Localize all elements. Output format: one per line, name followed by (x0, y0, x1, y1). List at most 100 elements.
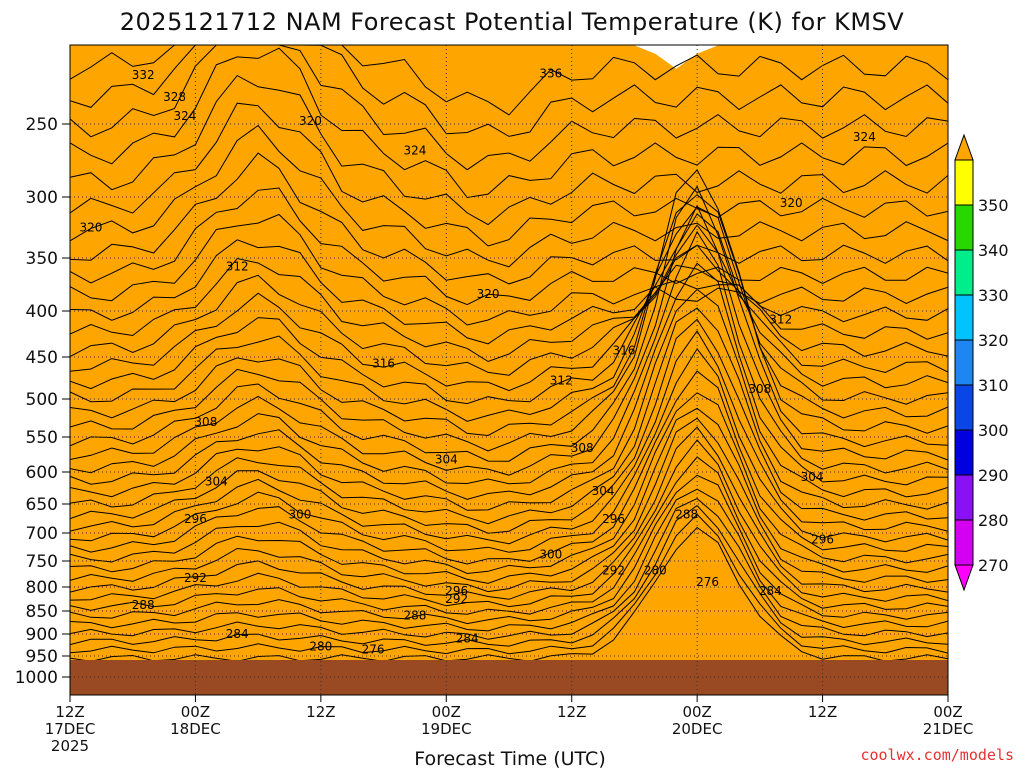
y-tick-label: 550 (26, 428, 58, 448)
y-tick-label: 500 (26, 390, 58, 410)
isotherm-line (70, 330, 948, 545)
isotherm-line (70, 45, 948, 137)
colorbar-label: 300 (978, 421, 1009, 440)
isotherm-line (70, 187, 948, 306)
y-tick-label: 750 (26, 552, 58, 572)
colorbar-label: 280 (978, 511, 1009, 530)
isotherm-line (70, 417, 948, 593)
isotherm-line (70, 102, 948, 247)
contour-label: 300 (288, 507, 311, 521)
isotherm-line (70, 45, 948, 171)
contour-label: 276 (362, 642, 385, 656)
x-tick-label: 00Z (933, 703, 962, 721)
contour-label: 292 (184, 571, 207, 585)
colorbar-min-triangle (954, 564, 974, 592)
y-tick-label: 400 (26, 302, 58, 322)
y-tick-label: 450 (26, 348, 58, 368)
isotherm-line (70, 204, 948, 476)
colorbar-label: 340 (978, 241, 1009, 260)
y-tick-label: 850 (26, 602, 58, 622)
colorbar-swatch (954, 339, 974, 386)
x-tick-label: 19DEC (421, 720, 472, 738)
temperature-band (70, 45, 948, 695)
isotherm-line (70, 407, 948, 584)
y-tick-label: 300 (26, 188, 58, 208)
isotherm-line (70, 244, 948, 376)
contour-label: 292 (602, 563, 625, 577)
contour-labels: 332 336 328 324 320 324 324 320 320 312 320 312 316 3… (79, 66, 875, 656)
isotherm-line (70, 474, 948, 625)
x-tick-label: 12Z (55, 703, 84, 721)
x-axis-label: Forecast Time (UTC) (414, 748, 605, 768)
x-tick-label: 12Z (808, 703, 837, 721)
contour-label: 324 (174, 109, 197, 123)
colorbar-label: 330 (978, 286, 1009, 305)
x-tick-label: 2025 (51, 737, 89, 755)
contour-label: 288 (403, 609, 426, 623)
y-tick-label: 900 (26, 625, 58, 645)
isotherm-line (70, 47, 948, 199)
colorbar-swatch (954, 204, 974, 251)
source-credit: coolwx.com/models (860, 746, 1014, 764)
colorbar-label: 290 (978, 466, 1009, 485)
x-tick-label: 18DEC (170, 720, 221, 738)
colorbar-label: 350 (978, 196, 1009, 215)
x-tick-label: 20DEC (672, 720, 723, 738)
isotherm-line (70, 169, 948, 452)
contour-label: 292 (445, 592, 468, 606)
y-tick-label: 700 (26, 524, 58, 544)
x-tick-label: 12Z (306, 703, 335, 721)
plot-frame (69, 44, 949, 696)
isotherm-line (70, 288, 948, 511)
contour-label: 308 (748, 382, 771, 396)
isotherm-line (70, 262, 948, 500)
contour-label: 280 (309, 639, 332, 653)
terrain-ground (70, 660, 948, 695)
isotherm-line (70, 185, 948, 462)
contour-label: 312 (226, 259, 249, 273)
isotherm-line (70, 74, 948, 226)
colorbar-label: 270 (978, 556, 1009, 575)
x-tick-label: 21DEC (923, 720, 974, 738)
contour-label: 296 (602, 512, 625, 526)
colorbar-swatch (954, 474, 974, 521)
isotherm-line (70, 498, 948, 640)
x-tick-label: 12Z (557, 703, 586, 721)
isotherm-line (70, 348, 948, 553)
contour-label: 320 (477, 287, 500, 301)
contour-label: 320 (79, 221, 102, 235)
contour-label: 320 (299, 114, 322, 128)
isotherm-line (70, 392, 948, 575)
contour-label: 276 (696, 575, 719, 589)
contour-label: 300 (539, 547, 562, 561)
colorbar: 270 280 290 300 310 320 330 340 350 (954, 133, 1009, 592)
isotherm-line (70, 213, 948, 326)
grid-lines (70, 45, 948, 695)
contour-label: 304 (205, 475, 228, 489)
isotherm-line (70, 45, 948, 116)
x-tick-label: 00Z (432, 703, 461, 721)
y-tick-label: 950 (26, 647, 58, 667)
isotherm-line (70, 370, 948, 565)
isotherm-line (70, 124, 948, 268)
contour-label: 332 (132, 68, 155, 82)
colorbar-swatch (954, 384, 974, 431)
isotherm-line (70, 504, 948, 647)
x-tick-label: 00Z (181, 703, 210, 721)
contour-label: 304 (801, 470, 824, 484)
isotherm-line (70, 488, 948, 632)
x-tick-label: 00Z (682, 703, 711, 721)
isotherm-line (70, 213, 948, 405)
contour-label: 296 (445, 584, 468, 598)
isotherm-line (70, 318, 948, 534)
contour-label: 308 (571, 441, 594, 455)
plot-area: 332 336 328 324 320 324 324 320 320 312 320 312 316 3… (70, 45, 948, 695)
contour-label: 284 (226, 627, 249, 641)
colorbar-swatch (954, 249, 974, 296)
colorbar-max-triangle (954, 133, 974, 161)
contour-label: 284 (759, 584, 782, 598)
y-tick-label: 600 (26, 463, 58, 483)
temperature-bands (70, 45, 948, 695)
contour-label: 312 (769, 312, 792, 326)
contour-label: 284 (456, 631, 479, 645)
